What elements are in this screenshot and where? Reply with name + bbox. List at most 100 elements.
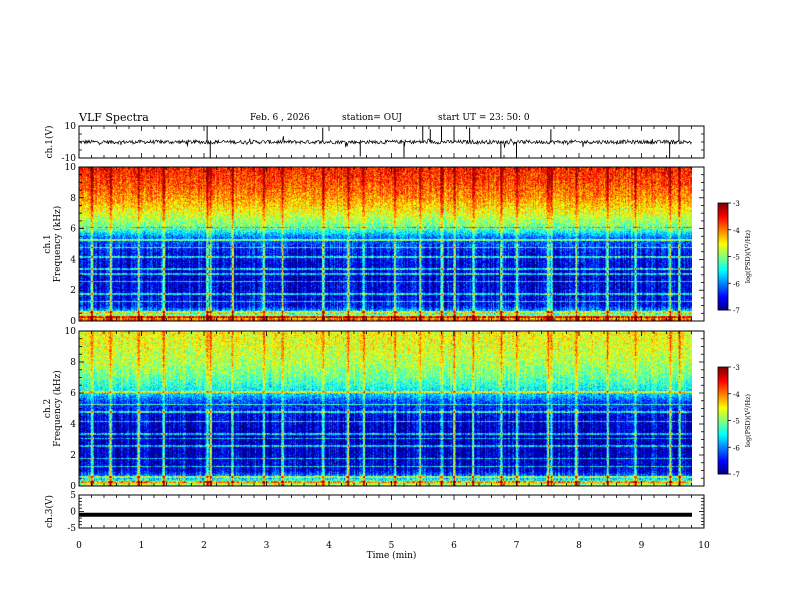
colorbar-swatch (718, 368, 728, 371)
colorbar-swatch (718, 235, 728, 237)
colorbar-swatch (718, 259, 728, 262)
colorbar-label: log(PSD)(V2/Hz) (744, 229, 753, 283)
colorbar-swatch (718, 439, 728, 442)
colorbar-swatch (718, 457, 728, 460)
figure-date: Feb. 6 , 2026 (250, 113, 310, 123)
colorbar-swatch (718, 416, 728, 419)
colorbar-swatch (718, 384, 728, 387)
colorbar-swatch (718, 464, 728, 467)
x-tick-label: 3 (264, 541, 270, 551)
colorbar-swatch (718, 447, 728, 450)
colorbar-swatch (718, 432, 728, 435)
colorbar-swatch (718, 288, 728, 291)
colorbar-swatch (718, 367, 728, 369)
y-tick-label: 0 (70, 508, 76, 518)
colorbar-swatch (718, 253, 728, 256)
colorbar-swatch (718, 400, 728, 403)
colorbar-swatch (718, 221, 728, 224)
colorbar-swatch (718, 257, 728, 260)
colorbar-swatch (718, 411, 728, 413)
ch2-colorbar: -3 -4 -5 -6 -7 log(PSD)(V2/Hz) (717, 364, 753, 479)
colorbar-swatch (718, 413, 728, 416)
figure-title: VLF Spectra (79, 111, 149, 124)
x-tick-label: 2 (201, 541, 207, 551)
colorbar-swatch (718, 407, 728, 409)
colorbar-swatch (718, 431, 728, 434)
ch1-trace (78, 135, 692, 148)
colorbar-swatch (718, 304, 728, 307)
colorbar-swatch (718, 277, 728, 280)
colorbar-swatch (718, 231, 728, 233)
y-tick-label: 6 (70, 389, 76, 399)
colorbar-swatch (718, 285, 728, 288)
colorbar-swatch (718, 256, 728, 259)
colorbar-swatch (718, 417, 728, 420)
colorbar-swatch (718, 461, 728, 464)
colorbar-swatch (718, 249, 728, 252)
colorbar-swatch (718, 255, 728, 257)
colorbar-swatch (718, 280, 728, 283)
colorbar-swatch (718, 236, 728, 239)
x-tick-label: 0 (76, 541, 82, 551)
colorbar-swatch (718, 409, 728, 412)
colorbar-swatch (718, 283, 728, 286)
colorbar-swatch (718, 383, 728, 385)
colorbar-tick-label: -3 (733, 200, 740, 208)
figure-station: station= OUJ (342, 113, 403, 123)
colorbar-swatch (718, 213, 728, 216)
colorbar-swatch (718, 468, 728, 471)
colorbar-swatch (718, 305, 728, 308)
colorbar-swatch (718, 308, 728, 311)
colorbar-swatch (718, 227, 728, 229)
colorbar-swatch (718, 379, 728, 381)
colorbar-swatch (718, 395, 728, 397)
colorbar-swatch (718, 404, 728, 407)
colorbar-swatch (718, 445, 728, 448)
colorbar-swatch (718, 244, 728, 247)
colorbar-swatch (718, 299, 728, 302)
colorbar-swatch (718, 391, 728, 393)
colorbar-swatch (718, 233, 728, 236)
colorbar-swatch (718, 448, 728, 451)
y-tick-label: 8 (70, 194, 76, 204)
y-tick-label: 10 (65, 122, 77, 132)
y-tick-label: 10 (65, 327, 77, 337)
y-tick-label: 4 (70, 255, 76, 265)
colorbar-swatch (718, 444, 728, 447)
y-axis-label: Frequency (kHz) (52, 370, 63, 447)
y-tick-label: -5 (67, 524, 76, 534)
colorbar-swatch (718, 223, 728, 225)
colorbar-swatch (718, 301, 728, 304)
x-tick-label: 8 (576, 541, 582, 551)
colorbar-swatch (718, 389, 728, 392)
colorbar-swatch (718, 241, 728, 244)
colorbar-label: log(PSD)(V2/Hz) (744, 393, 753, 447)
x-tick-label: 9 (639, 541, 645, 551)
colorbar-swatch (718, 441, 728, 444)
colorbar-swatch (718, 293, 728, 296)
colorbar-swatch (718, 425, 728, 428)
colorbar-tick-label: -5 (733, 254, 740, 262)
colorbar-tick-label: -6 (733, 280, 740, 288)
y-axis-label: Frequency (kHz) (52, 206, 63, 283)
colorbar-swatch (718, 463, 728, 466)
colorbar-tick-label: -6 (733, 444, 740, 452)
colorbar-swatch (718, 455, 728, 458)
colorbar-swatch (718, 268, 728, 271)
colorbar-swatch (718, 261, 728, 264)
colorbar-swatch (718, 271, 728, 274)
colorbar-swatch (718, 240, 728, 243)
colorbar-swatch (718, 371, 728, 373)
colorbar-swatch (718, 420, 728, 423)
colorbar-swatch (718, 408, 728, 411)
colorbar-swatch (718, 380, 728, 383)
colorbar-swatch (718, 433, 728, 436)
colorbar-swatch (718, 217, 728, 220)
y-tick-label: 2 (70, 451, 76, 461)
x-axis-label: Time (min) (367, 550, 417, 561)
y-tick-label: 0 (70, 482, 76, 492)
colorbar-swatch (718, 373, 728, 376)
ch1-waveform-panel: 10 -10 ch.1(V) (44, 122, 705, 164)
colorbar-swatch (718, 423, 728, 426)
colorbar-swatch (718, 276, 728, 279)
